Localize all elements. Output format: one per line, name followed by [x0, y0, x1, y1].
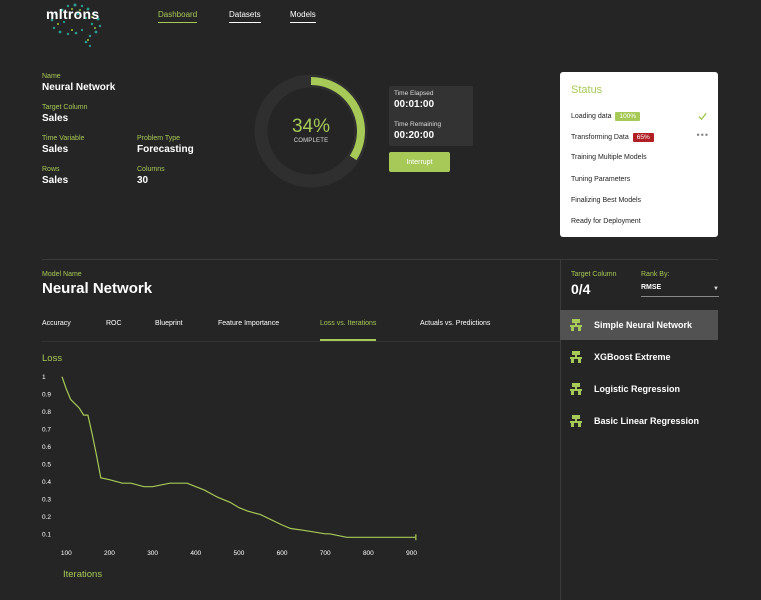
problem-type-label: Problem Type	[137, 135, 181, 142]
chevron-down-icon[interactable]: ▼	[713, 286, 719, 292]
y-tick-label: 0.1	[42, 531, 51, 538]
tab-blueprint[interactable]: Blueprint	[155, 320, 183, 327]
model-item-label: Basic Linear Regression	[594, 416, 700, 426]
tab-accuracy[interactable]: Accuracy	[42, 320, 71, 327]
interrupt-button[interactable]: Interrupt	[389, 152, 450, 172]
x-tick-label: 700	[320, 550, 331, 557]
y-tick-label: 0.4	[42, 479, 51, 486]
y-tick-label: 0.9	[42, 392, 51, 399]
status-badge: 65%	[632, 133, 654, 142]
progress-donut	[254, 74, 368, 188]
model-item-basic-linear-regression[interactable]: Basic Linear Regression	[560, 406, 718, 436]
model-name-title: Neural Network	[42, 280, 153, 297]
status-item-finalizing: Finalizing Best Models	[571, 197, 642, 204]
columns-label: Columns	[137, 166, 165, 173]
x-tick-label: 600	[277, 550, 288, 557]
y-tick-label: 0.7	[42, 427, 51, 434]
rows-label: Rows	[42, 166, 60, 173]
brain-logo-icon	[50, 3, 102, 48]
tree-icon	[570, 415, 582, 427]
tab-feature-importance[interactable]: Feature Importance	[218, 320, 280, 327]
x-tick-label: 300	[147, 550, 158, 557]
x-tick-label: 200	[104, 550, 115, 557]
target-column-label: Target Column	[42, 104, 88, 111]
status-title: Status	[571, 84, 603, 96]
time-remaining-value: 00:20:00	[394, 130, 435, 141]
x-tick-label: 100	[61, 550, 72, 557]
loss-line	[61, 376, 416, 538]
status-card: Status Loading data 100% Transforming Dat…	[560, 72, 718, 237]
time-remaining-label: Time Remaining	[394, 121, 442, 128]
progress-caption: COMPLETE	[293, 138, 329, 144]
tree-icon	[570, 383, 582, 395]
status-badge: 100%	[615, 112, 641, 121]
nav-dashboard[interactable]: Dashboard	[158, 10, 198, 23]
nav-datasets[interactable]: Datasets	[229, 10, 261, 23]
status-item-transforming: Transforming Data 65%	[571, 133, 654, 142]
y-axis-label: Loss	[42, 353, 62, 364]
tab-actuals-vs-predictions[interactable]: Actuals vs. Predictions	[420, 320, 491, 327]
rank-by-select[interactable]: RMSE	[641, 284, 719, 297]
y-tick-label: 0.5	[42, 461, 51, 468]
time-elapsed-value: 00:01:00	[394, 99, 435, 110]
rank-by-label: Rank By:	[641, 271, 670, 278]
status-item-loading: Loading data 100%	[571, 112, 641, 121]
name-label: Name	[42, 73, 61, 80]
columns-value: 30	[137, 175, 149, 186]
check-icon	[698, 112, 707, 121]
more-dots-icon: •••	[696, 130, 709, 140]
nav-models[interactable]: Models	[290, 10, 316, 23]
x-tick-label: 500	[233, 550, 244, 557]
model-item-xgboost-extreme[interactable]: XGBoost Extreme	[560, 342, 718, 372]
target-column-value: Sales	[42, 113, 69, 124]
status-item-tuning: Tuning Parameters	[571, 176, 631, 183]
y-tick-label: 1	[42, 374, 46, 381]
name-value: Neural Network	[42, 82, 116, 93]
loss-chart: Loss Iterations 1 0.9 0.8 0.7 0.6 0.5 0.4 0.3 0.2 0…	[42, 353, 417, 580]
tab-loss-vs-iterations[interactable]: Loss vs. Iterations	[320, 320, 377, 341]
tabs-baseline	[42, 341, 560, 342]
y-tick-label: 0.2	[42, 514, 51, 521]
status-item-training: Training Multiple Models	[571, 154, 647, 161]
status-item-label: Loading data	[571, 113, 612, 120]
model-item-label: Simple Neural Network	[594, 320, 693, 330]
model-item-logistic-regression[interactable]: Logistic Regression	[560, 374, 718, 404]
x-tick-label: 400	[190, 550, 201, 557]
brand-logo-text: mltrons	[46, 6, 100, 22]
model-item-simple-neural-network[interactable]: Simple Neural Network	[560, 310, 718, 340]
tree-icon	[570, 351, 582, 363]
time-panel: Time Elapsed 00:01:00 Time Remaining 00:…	[389, 86, 473, 146]
time-variable-label: Time Variable	[42, 135, 85, 142]
time-variable-value: Sales	[42, 144, 69, 155]
rows-value: Sales	[42, 175, 69, 186]
y-tick-label: 0.8	[42, 409, 51, 416]
progress-percent: 34%	[291, 116, 331, 137]
status-item-label: Transforming Data	[571, 134, 629, 141]
progress-arc	[257, 77, 365, 185]
y-tick-label: 0.6	[42, 444, 51, 451]
problem-type-value: Forecasting	[137, 144, 194, 155]
x-axis-label: Iterations	[63, 569, 102, 580]
target-column-count: 0/4	[571, 281, 591, 297]
target-column-panel-label: Target Column	[571, 271, 617, 278]
y-tick-label: 0.3	[42, 496, 51, 503]
model-name-label: Model Name	[42, 271, 82, 278]
status-item-ready: Ready for Deployment	[571, 218, 641, 225]
section-divider	[42, 259, 718, 260]
x-tick-label: 800	[363, 550, 374, 557]
tree-icon	[570, 319, 582, 331]
time-elapsed-label: Time Elapsed	[394, 90, 434, 97]
x-tick-label: 900	[406, 550, 417, 557]
panel-divider	[560, 259, 561, 600]
model-item-label: XGBoost Extreme	[594, 352, 671, 362]
tab-roc[interactable]: ROC	[106, 320, 122, 327]
model-item-label: Logistic Regression	[594, 384, 681, 394]
